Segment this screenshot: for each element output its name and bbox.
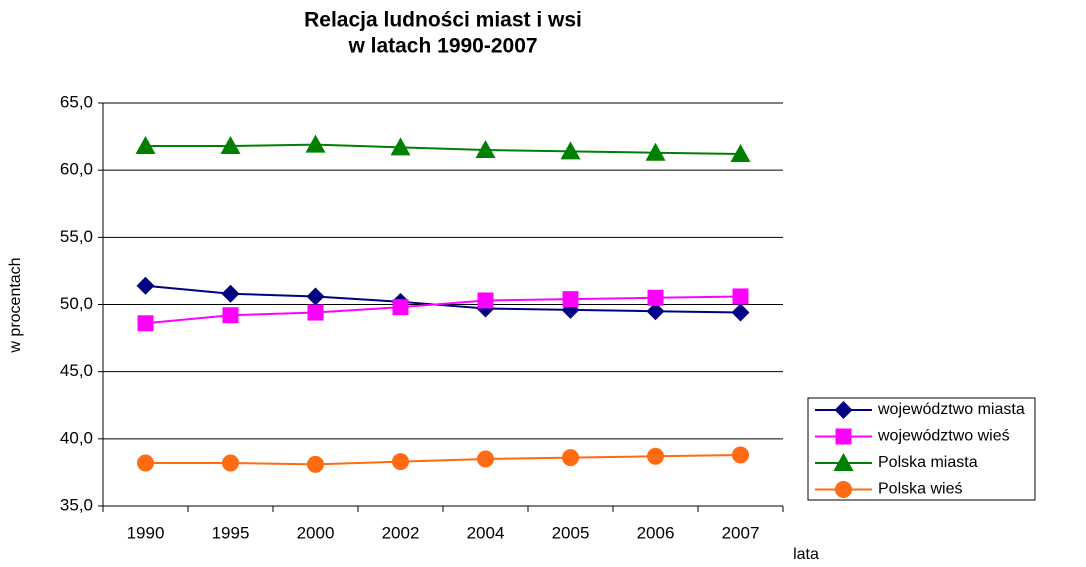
marker	[392, 453, 409, 471]
marker	[222, 454, 239, 472]
marker	[562, 291, 579, 308]
legend-label: województwo miasta	[877, 401, 1025, 418]
marker	[731, 303, 750, 322]
marker	[390, 137, 411, 156]
y-tick-label: 60,0	[60, 160, 93, 179]
marker	[647, 289, 664, 306]
marker	[306, 287, 325, 306]
x-tick-label: 2000	[297, 523, 335, 542]
y-tick-label: 45,0	[60, 361, 93, 380]
chart-title: w latach 1990-2007	[347, 35, 537, 58]
legend-label: województwo wieś	[877, 428, 1010, 445]
marker	[136, 276, 155, 295]
x-tick-label: 2005	[552, 523, 590, 542]
x-tick-label: 1990	[127, 523, 165, 542]
marker	[305, 134, 326, 153]
x-tick-label: 1995	[212, 523, 250, 542]
y-tick-label: 40,0	[60, 428, 93, 447]
legend-label: Polska miasta	[878, 454, 978, 471]
marker	[137, 315, 154, 332]
series-line	[145, 453, 741, 466]
series-line	[145, 284, 741, 314]
marker	[645, 142, 666, 161]
x-tick-label: 2002	[382, 523, 420, 542]
marker	[835, 481, 852, 498]
marker	[307, 455, 324, 473]
y-tick-label: 35,0	[60, 495, 93, 514]
marker	[732, 446, 749, 464]
marker	[646, 302, 665, 321]
x-tick-label: 2004	[467, 523, 505, 542]
x-tick-label: 2006	[637, 523, 675, 542]
chart-title: Relacja ludności miast i wsi	[304, 9, 582, 32]
marker	[833, 453, 854, 471]
marker	[307, 304, 324, 321]
marker	[562, 449, 579, 467]
marker	[477, 450, 494, 468]
legend-label: Polska wieś	[878, 481, 962, 498]
x-tick-label: 2007	[722, 523, 760, 542]
marker	[221, 284, 240, 303]
marker	[392, 299, 409, 316]
series-line	[145, 295, 741, 325]
marker	[834, 401, 853, 419]
x-axis-label: lata	[793, 546, 819, 563]
series-line	[145, 143, 741, 156]
marker	[137, 454, 154, 472]
marker	[475, 140, 496, 159]
marker	[730, 144, 751, 163]
y-tick-label: 55,0	[60, 227, 93, 246]
marker	[732, 288, 749, 305]
y-tick-label: 50,0	[60, 294, 93, 313]
marker	[835, 428, 852, 445]
marker	[647, 447, 664, 465]
marker	[477, 292, 494, 309]
marker	[222, 307, 239, 324]
marker	[560, 141, 581, 160]
marker	[220, 135, 241, 154]
y-tick-label: 65,0	[60, 92, 93, 111]
y-axis-label: w procentach	[7, 257, 24, 353]
marker	[135, 135, 156, 154]
